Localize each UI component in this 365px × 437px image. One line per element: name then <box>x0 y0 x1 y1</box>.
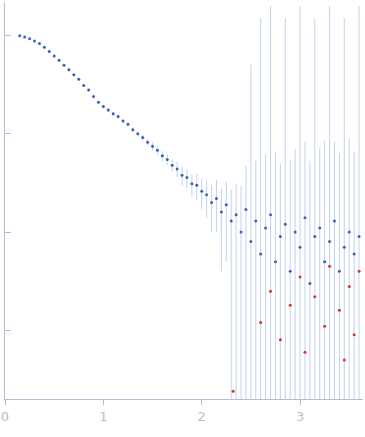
svg-text:2: 2 <box>198 409 206 424</box>
svg-text:1: 1 <box>99 409 107 424</box>
svg-text:0: 0 <box>1 409 9 424</box>
svg-text:3: 3 <box>296 409 304 424</box>
